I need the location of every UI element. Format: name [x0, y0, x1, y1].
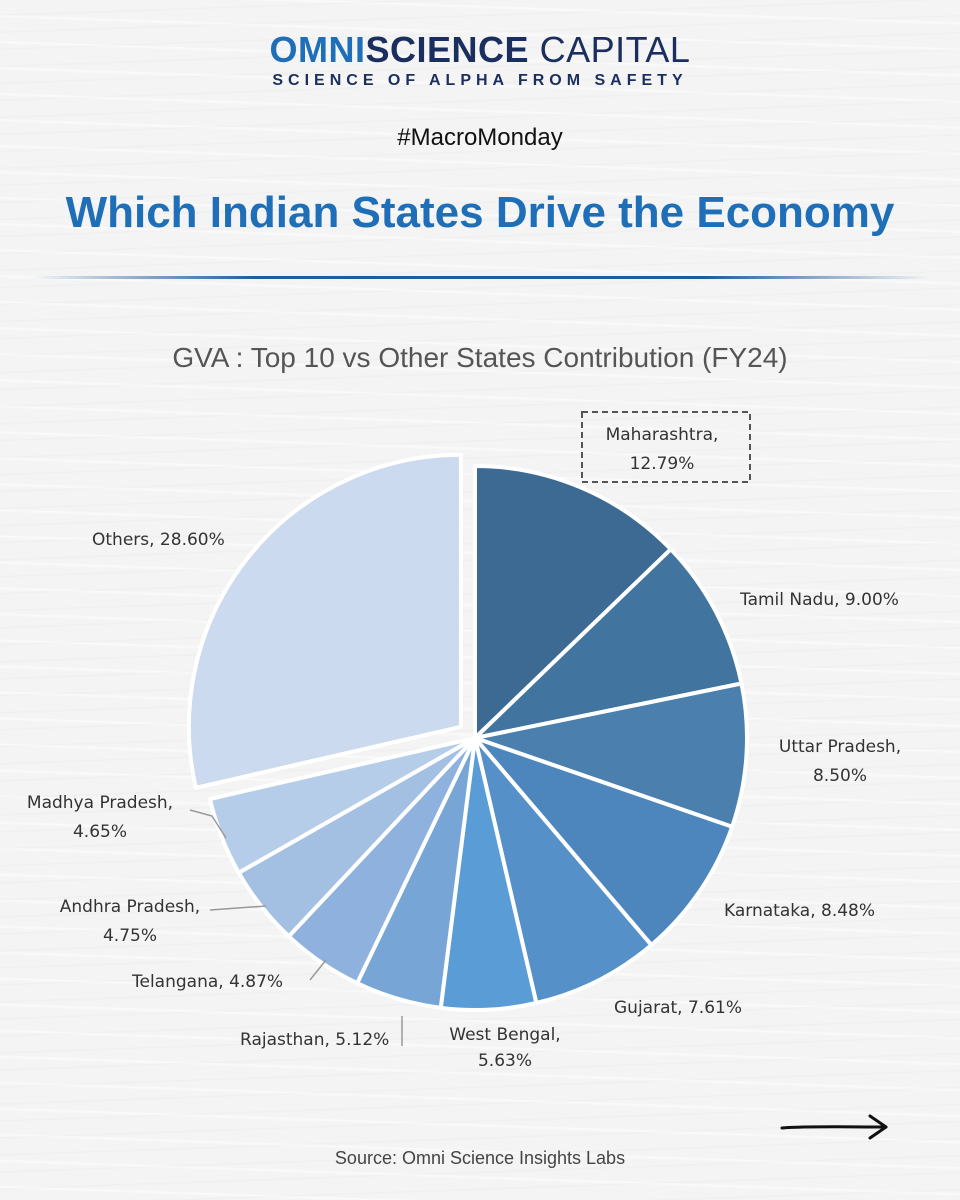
pie-slice-others	[186, 452, 463, 790]
pie-slice-tamil-nadu	[473, 547, 744, 740]
brand-logo: OMNISCIENCE CAPITAL SCIENCE OF ALPHA FRO…	[0, 30, 960, 90]
callout-box-maharashtra	[581, 411, 751, 483]
chart-title: GVA : Top 10 vs Other States Contributio…	[172, 342, 788, 373]
pie-slice-maharashtra	[473, 464, 673, 740]
leader-line-telangana	[309, 959, 327, 981]
page-title: Which Indian States Drive the Economy	[65, 188, 895, 237]
pie-slice-uttar-pradesh	[473, 681, 749, 829]
brand-tagline: SCIENCE OF ALPHA FROM SAFETY	[272, 72, 688, 89]
data-label-maharashtra: Maharashtra, 12.79%	[606, 425, 719, 474]
data-label-tamil-nadu: Tamil Nadu, 9.00%	[739, 590, 899, 610]
leader-line-madhya-pradesh	[189, 809, 227, 839]
data-label-karnataka: Karnataka, 8.48%	[724, 901, 875, 921]
source-note: Source: Omni Science Insights Labs	[334, 1148, 626, 1168]
pie-labels: Maharashtra, 12.79% Tamil Nadu, 9.00% Uttar…	[27, 411, 901, 1071]
data-label-telangana: Telangana, 4.87%	[131, 972, 283, 992]
data-label-rajasthan: Rajasthan, 5.12%	[240, 1030, 389, 1050]
data-label-west-bengal: West Bengal, 5.63%	[449, 1025, 560, 1071]
divider	[30, 276, 930, 279]
hashtag: #MacroMonday	[397, 124, 563, 151]
data-label-gujarat: Gujarat, 7.61%	[614, 998, 742, 1018]
leader-line-andhra-pradesh	[209, 905, 267, 911]
data-label-andhra-pradesh: Andhra Pradesh, 4.75%	[60, 897, 200, 946]
right-arrow-icon[interactable]	[780, 1112, 892, 1142]
pie-slice-madhya-pradesh	[207, 736, 477, 875]
brand-name-part3: CAPITAL	[529, 29, 691, 70]
data-label-madhya-pradesh: Madhya Pradesh, 4.65%	[27, 793, 173, 842]
pie-slice-gujarat	[473, 736, 654, 1005]
brand-name-part1: OMNI	[269, 29, 366, 70]
brand-name-part2: SCIENCE	[365, 29, 530, 70]
pie-slice-karnataka	[473, 736, 735, 948]
data-label-uttar-pradesh: Uttar Pradesh, 8.50%	[779, 737, 901, 786]
brand-name: OMNISCIENCE CAPITAL	[0, 30, 960, 70]
data-label-others: Others, 28.60%	[92, 530, 225, 550]
pie-slices	[186, 452, 749, 1012]
